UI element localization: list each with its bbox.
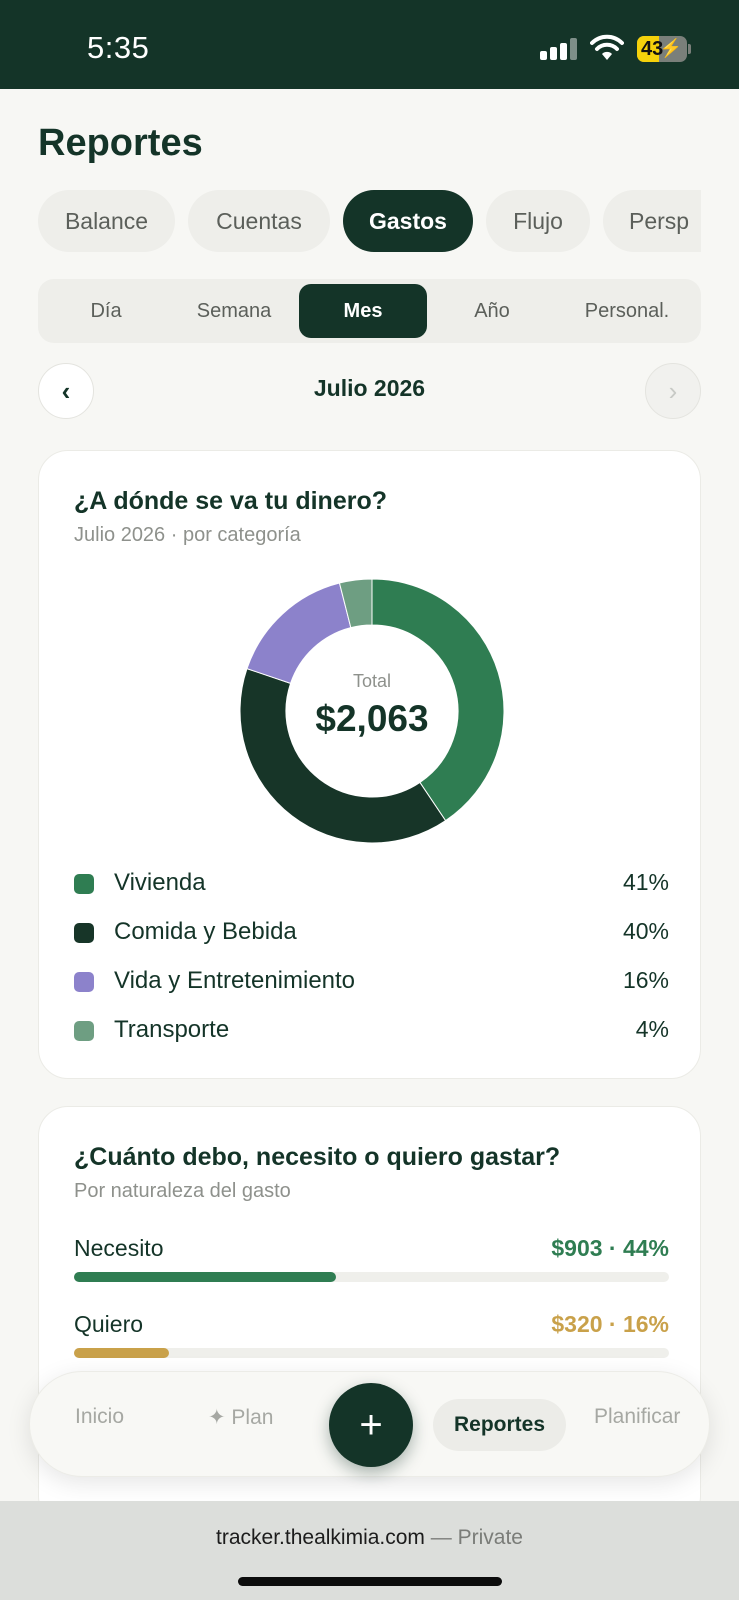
report-tabs: Balance Cuentas Gastos Flujo Persp	[38, 190, 701, 252]
add-transaction-button[interactable]: +	[329, 1383, 413, 1467]
tab-flujo[interactable]: Flujo	[486, 190, 590, 252]
browser-url-bar[interactable]: tracker.thealkimia.com — Private	[0, 1501, 739, 1600]
donut-slice-transporte[interactable]	[338, 578, 373, 629]
card-title: ¿Cuánto debo, necesito o quiero gastar?	[74, 1143, 561, 1171]
legend-swatch	[74, 923, 94, 943]
next-month-button[interactable]: ›	[645, 363, 701, 419]
date-navigation: ‹ Julio 2026 ›	[38, 363, 701, 419]
legend-item[interactable]: Transporte 4%	[74, 1016, 669, 1046]
card-title: ¿A dónde se va tu dinero?	[74, 487, 387, 515]
nav-planificar[interactable]: Planificar	[594, 1405, 681, 1428]
nature-label: Necesito	[74, 1235, 164, 1261]
legend-percent: 40%	[622, 918, 669, 944]
donut-slice-comida-y-bebida[interactable]	[239, 668, 447, 844]
charging-icon: ⚡	[659, 38, 682, 58]
url-text: tracker.thealkimia.com — Private	[0, 1526, 739, 1550]
period-dia[interactable]: Día	[90, 299, 122, 322]
legend-percent: 41%	[622, 869, 669, 895]
category-donut-chart: Total $2,063	[237, 576, 507, 846]
legend-label: Vida y Entretenimiento	[114, 967, 356, 994]
status-time: 5:35	[87, 30, 150, 65]
private-label: — Private	[430, 1526, 523, 1549]
card-subtitle: Por naturaleza del gasto	[74, 1180, 291, 1202]
donut-slice-vivienda[interactable]	[371, 578, 505, 822]
legend-item[interactable]: Comida y Bebida 40%	[74, 918, 669, 948]
tab-perspectiva[interactable]: Persp	[603, 190, 701, 252]
nature-value: $903 · 44%	[551, 1235, 669, 1261]
legend-label: Comida y Bebida	[114, 918, 297, 945]
donut-total-label: Total	[352, 671, 392, 691]
battery-icon: 43 ⚡	[637, 36, 687, 62]
home-indicator	[238, 1577, 502, 1586]
status-bar: 5:35 43 ⚡	[0, 0, 739, 89]
donut-slice-vida-y-entretenimiento[interactable]	[246, 582, 352, 685]
bottom-navigation: Inicio ✦ Plan + Reportes Planificar	[29, 1371, 710, 1477]
period-ano[interactable]: Año	[474, 299, 510, 322]
tab-cuentas[interactable]: Cuentas	[188, 190, 330, 252]
legend-item[interactable]: Vida y Entretenimiento 16%	[74, 967, 669, 997]
battery-tip	[688, 44, 691, 54]
legend-swatch	[74, 874, 94, 894]
progress-fill	[74, 1272, 336, 1282]
legend-percent: 16%	[622, 967, 669, 993]
battery-level: 43	[641, 38, 664, 60]
wifi-icon	[590, 34, 624, 62]
progress-track	[74, 1348, 669, 1358]
legend-swatch	[74, 972, 94, 992]
page-title: Reportes	[38, 122, 203, 164]
current-period-label: Julio 2026	[313, 375, 426, 401]
tab-balance[interactable]: Balance	[38, 190, 175, 252]
period-personalizado[interactable]: Personal.	[584, 299, 670, 322]
cellular-signal-icon	[540, 38, 578, 60]
category-spending-card: ¿A dónde se va tu dinero? Julio 2026 · p…	[38, 450, 701, 1079]
tab-gastos[interactable]: Gastos	[343, 190, 473, 252]
legend-item[interactable]: Vivienda 41%	[74, 869, 669, 899]
progress-fill	[74, 1348, 170, 1358]
nav-plan[interactable]: ✦ Plan	[208, 1406, 274, 1429]
url-domain: tracker.thealkimia.com	[216, 1526, 425, 1549]
donut-total-value: $2,063	[315, 698, 429, 739]
nav-reportes[interactable]: Reportes	[433, 1399, 567, 1451]
progress-track	[74, 1272, 669, 1282]
previous-month-button[interactable]: ‹	[38, 363, 94, 419]
card-subtitle: Julio 2026 · por categoría	[74, 524, 301, 546]
legend-label: Vivienda	[114, 869, 206, 896]
period-selector: Día Semana Mes Año Personal.	[38, 279, 701, 343]
period-semana[interactable]: Semana	[196, 299, 272, 322]
nature-label: Quiero	[74, 1311, 144, 1337]
nature-value: $320 · 16%	[551, 1311, 669, 1337]
legend-swatch	[74, 1021, 94, 1041]
nav-inicio[interactable]: Inicio	[75, 1405, 125, 1428]
period-mes[interactable]: Mes	[299, 284, 427, 338]
legend-label: Transporte	[114, 1016, 230, 1043]
legend-percent: 4%	[635, 1016, 669, 1042]
